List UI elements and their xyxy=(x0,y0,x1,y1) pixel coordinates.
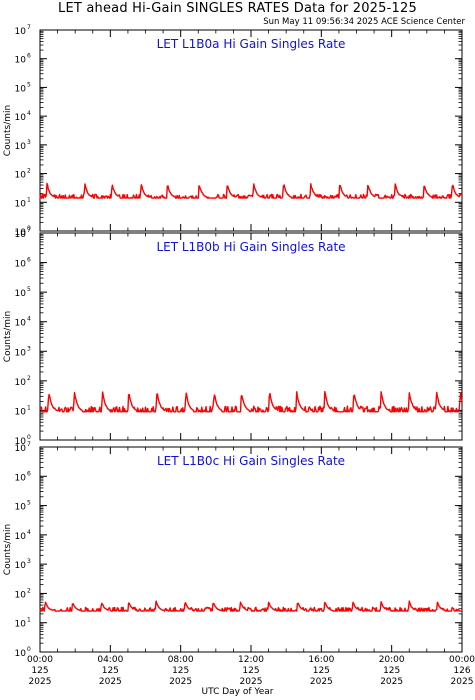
y-tick-exponent: 6 xyxy=(27,53,31,60)
y-tick-label: 10 xyxy=(15,289,27,299)
y-tick-label: 10 xyxy=(15,56,27,66)
y-tick-exponent: 4 xyxy=(27,316,31,323)
plot-frame xyxy=(39,29,463,232)
x-tick-year: 2025 xyxy=(29,677,52,687)
y-tick-exponent: 4 xyxy=(27,110,31,117)
panel-title: LET L1B0a Hi Gain Singles Rate xyxy=(157,37,346,51)
x-tick-year: 2025 xyxy=(99,677,122,687)
x-tick-day: 126 xyxy=(453,666,470,676)
y-tick-label: 10 xyxy=(15,407,27,417)
x-tick-day: 125 xyxy=(313,666,330,676)
y-tick-exponent: 7 xyxy=(27,227,31,234)
x-tick-year: 2025 xyxy=(169,677,192,687)
y-axis-label: Counts/min xyxy=(3,524,13,575)
y-tick-label: 10 xyxy=(15,27,27,37)
y-tick-label: 10 xyxy=(15,319,27,329)
x-tick-day: 125 xyxy=(383,666,400,676)
y-tick-exponent: 2 xyxy=(27,587,31,594)
y-tick-label: 10 xyxy=(15,113,27,123)
y-tick-label: 10 xyxy=(15,444,27,454)
x-tick-year: 2025 xyxy=(240,677,263,687)
y-tick-exponent: 1 xyxy=(27,404,31,411)
y-tick-label: 10 xyxy=(15,230,27,240)
y-tick-label: 10 xyxy=(15,590,27,600)
y-tick-exponent: 2 xyxy=(27,168,31,175)
y-axis-label: Counts/min xyxy=(3,105,13,156)
y-tick-exponent: 1 xyxy=(27,196,31,203)
x-axis-label: UTC Day of Year xyxy=(201,687,274,697)
data-series-line xyxy=(39,600,462,612)
x-tick-year: 2025 xyxy=(380,677,403,687)
y-tick-exponent: 5 xyxy=(27,500,31,507)
y-tick-exponent: 0 xyxy=(27,434,31,441)
y-tick-exponent: 0 xyxy=(27,225,31,232)
y-tick-exponent: 6 xyxy=(27,257,31,264)
y-tick-exponent: 5 xyxy=(27,81,31,88)
x-tick-time: 00:00 xyxy=(449,655,475,665)
y-tick-label: 10 xyxy=(15,378,27,388)
y-tick-exponent: 7 xyxy=(27,441,31,448)
x-tick-time: 00:00 xyxy=(27,655,53,665)
y-tick-exponent: 6 xyxy=(27,470,31,477)
x-tick-year: 2025 xyxy=(451,677,474,687)
x-tick-time: 04:00 xyxy=(97,655,123,665)
page-title: LET ahead Hi-Gain SINGLES RATES Data for… xyxy=(58,1,417,16)
y-axis-label: Counts/min xyxy=(3,311,13,362)
x-tick-time: 08:00 xyxy=(168,655,194,665)
y-tick-label: 10 xyxy=(15,532,27,542)
y-tick-exponent: 3 xyxy=(27,558,31,565)
x-tick-day: 125 xyxy=(242,666,259,676)
y-tick-label: 10 xyxy=(15,84,27,94)
y-tick-label: 10 xyxy=(15,503,27,513)
y-tick-exponent: 3 xyxy=(27,345,31,352)
y-tick-exponent: 1 xyxy=(27,617,31,624)
y-tick-label: 10 xyxy=(15,228,27,238)
y-tick-exponent: 0 xyxy=(27,646,31,653)
x-tick-time: 16:00 xyxy=(308,655,334,665)
y-tick-exponent: 7 xyxy=(27,24,31,31)
x-tick-day: 125 xyxy=(31,666,48,676)
y-tick-label: 10 xyxy=(15,561,27,571)
x-tick-day: 125 xyxy=(172,666,189,676)
x-tick-year: 2025 xyxy=(310,677,333,687)
y-tick-label: 10 xyxy=(15,171,27,181)
data-series-line xyxy=(39,182,463,199)
y-tick-label: 10 xyxy=(15,199,27,209)
x-tick-time: 12:00 xyxy=(238,655,264,665)
y-tick-exponent: 2 xyxy=(27,375,31,382)
x-tick-time: 20:00 xyxy=(379,655,405,665)
panel-title: LET L1B0b Hi Gain Singles Rate xyxy=(156,240,345,254)
y-tick-label: 10 xyxy=(15,260,27,270)
y-tick-label: 10 xyxy=(15,348,27,358)
panel-title: LET L1B0c Hi Gain Singles Rate xyxy=(157,454,345,468)
plot-frame xyxy=(39,446,463,653)
x-tick-day: 125 xyxy=(102,666,119,676)
y-tick-label: 10 xyxy=(15,649,27,659)
y-tick-exponent: 5 xyxy=(27,286,31,293)
y-tick-label: 10 xyxy=(15,437,27,447)
y-tick-label: 10 xyxy=(15,620,27,630)
y-tick-label: 10 xyxy=(15,473,27,483)
y-tick-exponent: 3 xyxy=(27,139,31,146)
data-series-line xyxy=(39,390,463,413)
y-tick-exponent: 4 xyxy=(27,529,31,536)
y-tick-label: 10 xyxy=(15,142,27,152)
generation-timestamp: Sun May 11 09:56:34 2025 ACE Science Cen… xyxy=(263,17,465,27)
